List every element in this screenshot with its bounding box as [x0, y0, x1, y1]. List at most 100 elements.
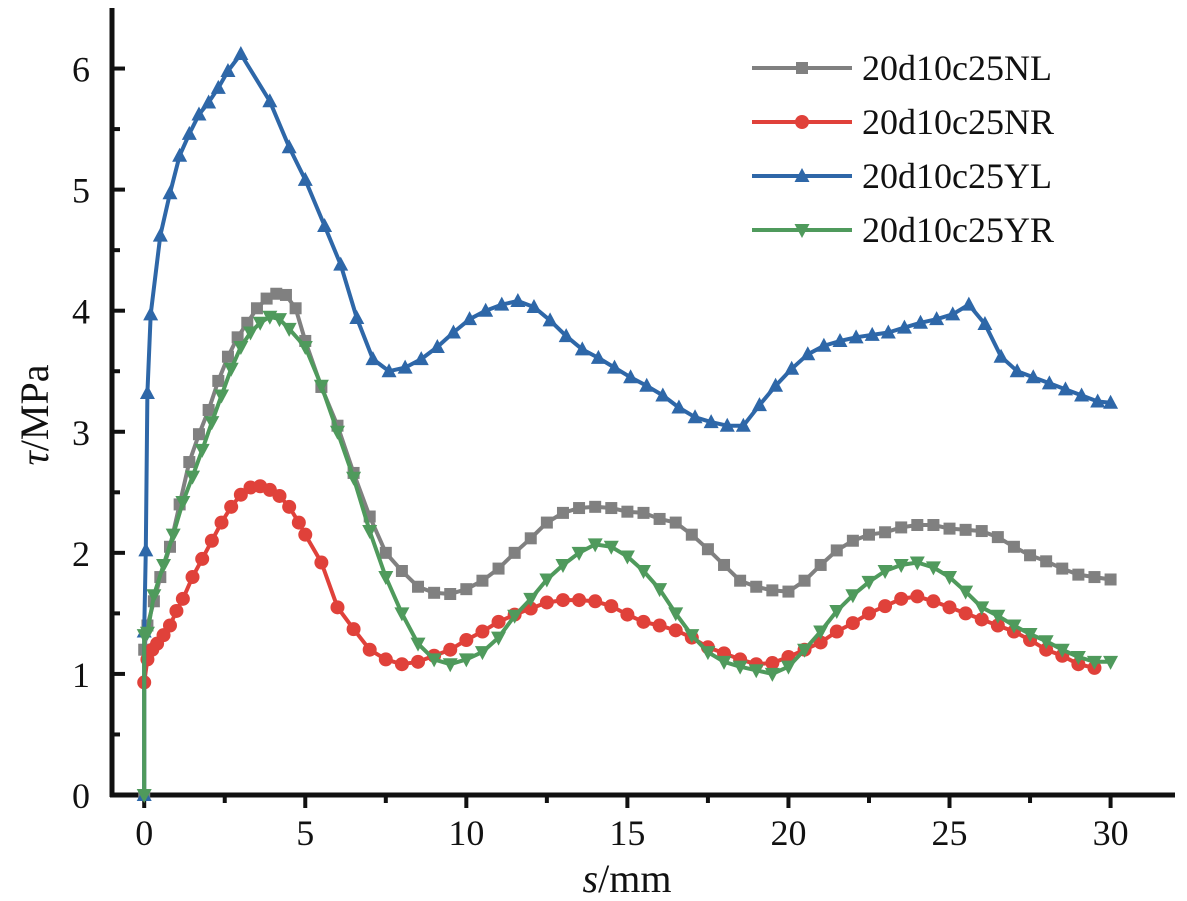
data-point [558, 328, 574, 343]
data-point [605, 502, 618, 515]
y-axis-title-symbol: τ [12, 450, 57, 466]
series-layer [136, 46, 1119, 803]
data-point [224, 499, 239, 514]
data-point [365, 351, 381, 366]
data-point [139, 626, 155, 641]
series-20d10c25YL [136, 46, 1119, 801]
series-20d10c25YR [136, 310, 1119, 803]
data-point [508, 546, 521, 559]
data-point [1056, 562, 1069, 575]
data-point [913, 314, 929, 329]
legend-marker [794, 168, 810, 182]
data-point [909, 556, 925, 571]
data-point [911, 518, 924, 531]
x-axis-title-unit: /mm [598, 856, 671, 901]
data-point [766, 584, 779, 597]
data-point [214, 515, 229, 530]
data-point [813, 635, 828, 650]
data-point [395, 565, 408, 578]
data-point [539, 595, 554, 610]
data-point [201, 94, 217, 109]
series-line [142, 291, 1111, 795]
data-point [282, 499, 297, 514]
data-point [942, 600, 957, 615]
data-point [1022, 627, 1038, 642]
data-point [637, 506, 650, 519]
data-point [478, 302, 494, 317]
x-tick-label: 25 [932, 813, 968, 853]
data-point [507, 609, 523, 624]
data-point [298, 527, 313, 542]
data-point [429, 339, 445, 354]
data-point [445, 324, 461, 339]
data-point [272, 488, 287, 503]
data-point [764, 667, 780, 682]
y-tick-label: 3 [72, 413, 90, 453]
data-point [169, 603, 184, 618]
data-point [668, 607, 684, 622]
x-axis-title: s/mm [583, 856, 672, 901]
data-point [768, 377, 784, 392]
data-point [765, 656, 780, 671]
y-tick-label: 6 [72, 50, 90, 90]
data-point [492, 562, 505, 575]
data-point [1039, 642, 1054, 657]
data-point [410, 637, 426, 652]
data-point [1088, 571, 1101, 584]
data-point [798, 574, 811, 587]
data-point [510, 293, 526, 308]
data-point [573, 502, 586, 515]
data-point [1041, 375, 1057, 390]
data-point [1074, 387, 1090, 402]
data-point [896, 319, 912, 334]
data-point [845, 616, 860, 631]
data-point [183, 456, 196, 469]
data-point [459, 633, 474, 648]
data-point [945, 306, 961, 321]
data-point [462, 311, 478, 326]
legend-item: 20d10c25YL [752, 156, 1052, 196]
data-point [212, 374, 225, 387]
data-point [668, 623, 683, 638]
data-point [862, 528, 875, 541]
legend: 20d10c25NL 20d10c25NR 20d10c25YL 20d10c25YR [752, 48, 1054, 250]
data-point [603, 540, 619, 555]
data-point [204, 416, 220, 431]
data-point [413, 351, 429, 366]
data-point [524, 532, 537, 545]
series-20d10c25NL [138, 287, 1117, 801]
data-point [797, 643, 813, 658]
data-point [975, 525, 988, 538]
data-point [181, 125, 197, 140]
data-point [475, 624, 490, 639]
data-point [590, 349, 606, 364]
legend-label: 20d10c25NR [862, 102, 1054, 142]
data-point [542, 312, 558, 327]
data-point [701, 543, 714, 556]
legend-label: 20d10c25YR [862, 210, 1054, 250]
data-point [687, 409, 703, 424]
data-point [652, 583, 668, 598]
data-point [281, 139, 297, 154]
data-point [655, 387, 671, 402]
data-point [846, 534, 859, 547]
data-point [397, 359, 413, 374]
data-point [1025, 369, 1041, 384]
x-tick-label: 20 [770, 813, 806, 853]
x-axis-title-symbol: s [583, 856, 599, 901]
data-point [233, 341, 249, 356]
data-point [1054, 643, 1070, 658]
data-point [780, 660, 796, 675]
legend-label: 20d10c25NL [862, 48, 1052, 88]
data-point [185, 570, 200, 585]
data-point [735, 417, 751, 432]
data-point [961, 296, 977, 311]
legend-marker [794, 224, 810, 238]
x-tick-label: 10 [448, 813, 484, 853]
data-point [784, 360, 800, 375]
data-point [152, 227, 168, 242]
axes: 0 5 10 15 20 25 30 0 1 2 3 4 5 6 [72, 8, 1175, 853]
data-point [880, 324, 896, 339]
data-point [210, 79, 226, 94]
legend-marker [796, 62, 808, 74]
